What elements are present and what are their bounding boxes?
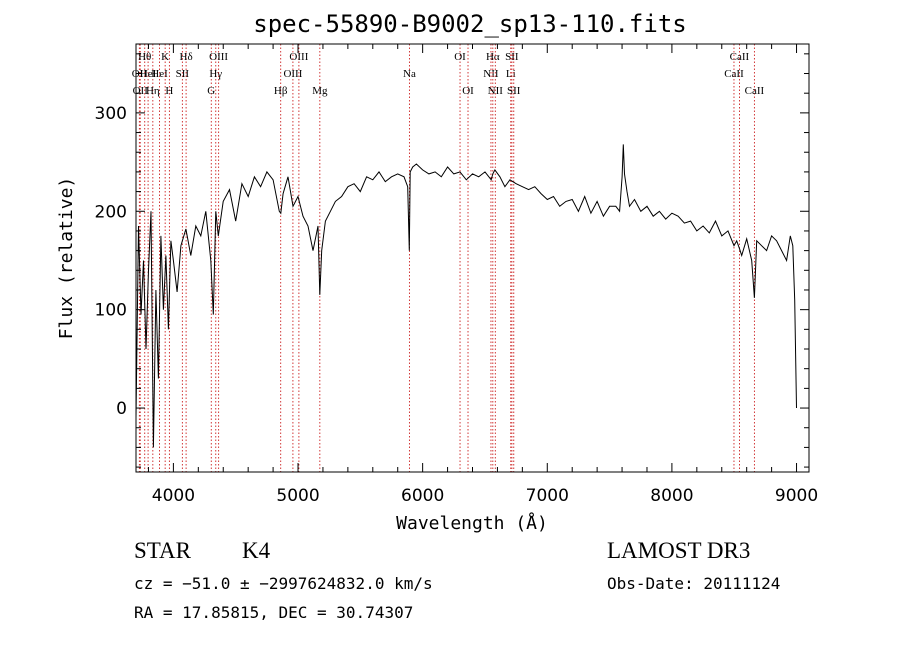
line-marker-label: Mg (312, 85, 328, 97)
line-marker-label: Hδ (180, 51, 193, 63)
x-tick-label: 6000 (401, 486, 444, 506)
y-tick-label: 100 (95, 301, 127, 321)
line-marker-label: OI (462, 85, 474, 97)
y-tick-label: 200 (95, 202, 127, 222)
x-tick-label: 5000 (276, 486, 319, 506)
coordinates: RA = 17.85815, DEC = 30.74307 (134, 603, 414, 622)
x-axis: 4000 5000 6000 7000 8000 9000 (147, 44, 818, 506)
line-marker-label: Hα (486, 51, 500, 63)
line-marker-label: CaII (724, 68, 744, 80)
survey-name: LAMOST DR3 (607, 538, 751, 563)
line-marker-label: OI (454, 51, 466, 63)
line-marker-label: SII (505, 51, 519, 63)
x-axis-label: Wavelength (Å) (396, 512, 548, 534)
line-marker-label: H (165, 85, 173, 97)
line-marker-label: SII (176, 68, 190, 80)
chart-title: spec-55890-B9002_sp13-110.fits (253, 10, 686, 38)
line-marker-label: Hη (146, 85, 160, 97)
redshift-line: cz = −51.0 ± −2997624832.0 km/s (134, 574, 433, 593)
line-marker-label: K (161, 51, 169, 63)
line-marker-label: G (207, 85, 215, 97)
y-axis-label: Flux (relative) (56, 177, 77, 340)
line-marker-label: NII (483, 68, 499, 80)
line-marker-label: Na (403, 68, 416, 80)
x-tick-label: 4000 (152, 486, 195, 506)
line-marker-label: CaII (730, 51, 750, 63)
line-marker-label: OIII (209, 51, 228, 63)
spectral-line-markers: OIIOIIHθHeIHηHeIKHSIIHδGHγOIIIHβOIIIOIII… (132, 44, 765, 472)
line-marker-label: CaII (745, 85, 765, 97)
spectrum-series (135, 144, 797, 448)
x-tick-label: 7000 (526, 486, 569, 506)
line-marker-label: Hβ (274, 85, 288, 97)
y-axis: 0 100 200 300 (95, 53, 809, 468)
obs-date: Obs-Date: 20111124 (607, 574, 781, 593)
line-marker-label: NII (488, 85, 504, 97)
x-tick-label: 8000 (650, 486, 693, 506)
line-marker-label: Li (506, 68, 516, 80)
x-tick-label: 9000 (775, 486, 818, 506)
y-tick-label: 0 (116, 399, 127, 419)
plot-frame (135, 43, 810, 473)
object-subclass: K4 (242, 538, 271, 563)
line-marker-label: HeI (151, 68, 168, 80)
line-marker-label: OIII (283, 68, 302, 80)
object-class: STAR (134, 538, 191, 563)
line-marker-label: OIII (289, 51, 308, 63)
line-marker-label: Hθ (138, 51, 151, 63)
spectrum-line (135, 144, 797, 448)
line-marker-label: Hγ (209, 68, 222, 80)
y-tick-label: 300 (95, 104, 127, 124)
line-marker-label: SII (507, 85, 521, 97)
